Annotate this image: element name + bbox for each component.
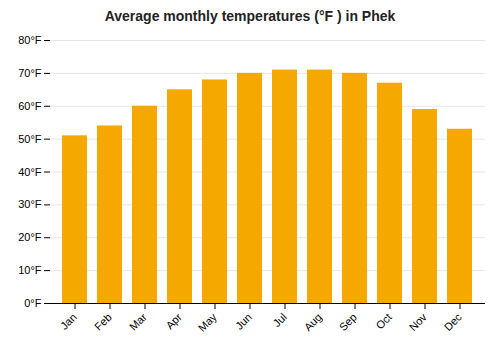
- html-text:Average monthly temperatures (: Average monthly temperatures (°F ) in Ph…: [104, 8, 396, 24]
- svg-text:Oct: Oct: [373, 311, 394, 332]
- svg-text:Aug: Aug: [302, 311, 324, 333]
- svg-text:0°F: 0°F: [24, 297, 42, 309]
- svg-text:60°F: 60°F: [18, 100, 42, 112]
- svg-text:Feb: Feb: [92, 311, 114, 333]
- svg-text:Sep: Sep: [337, 311, 359, 333]
- svg-text:20°F: 20°F: [18, 231, 42, 243]
- svg-text:50°F: 50°F: [18, 133, 42, 145]
- svg-text:40°F: 40°F: [18, 166, 42, 178]
- svg-text:Jan: Jan: [58, 311, 79, 332]
- svg-text:Dec: Dec: [442, 310, 465, 333]
- svg-text:30°F: 30°F: [18, 198, 42, 210]
- svg-text:80°F: 80°F: [18, 34, 42, 46]
- svg-text:10°F: 10°F: [18, 264, 42, 276]
- svg-text:Mar: Mar: [127, 311, 149, 333]
- svg-text:Jun: Jun: [233, 311, 254, 332]
- svg-text:Apr: Apr: [163, 311, 184, 332]
- svg-text:Jul: Jul: [270, 311, 288, 329]
- svg-text:70°F: 70°F: [18, 67, 42, 79]
- svg-text:Nov: Nov: [407, 310, 430, 333]
- svg-text:May: May: [196, 310, 220, 334]
